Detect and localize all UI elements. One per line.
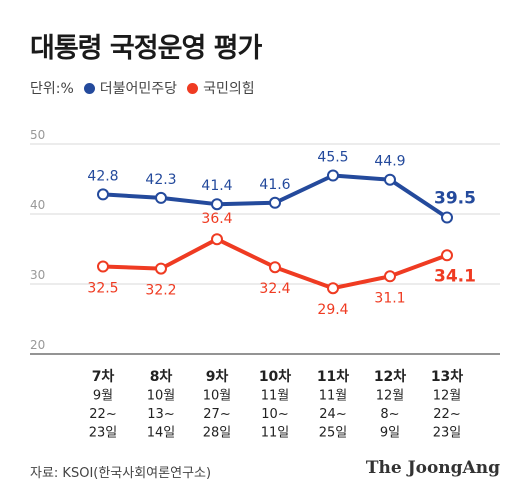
- data-label: 34.1: [434, 266, 476, 286]
- data-label: 41.6: [259, 177, 290, 193]
- x-tick-label: 9일: [380, 426, 400, 441]
- x-tick-label: 8차: [150, 369, 173, 385]
- data-label: 36.4: [201, 211, 232, 227]
- legend: 단위:% 더불어민주당 국민의힘: [30, 78, 255, 98]
- data-label: 29.4: [317, 302, 348, 318]
- x-tick-label: 23일: [433, 426, 462, 441]
- data-point: [327, 169, 339, 182]
- x-tick-label: 27~: [203, 407, 230, 422]
- x-tick-label: 10월: [147, 389, 176, 404]
- data-point: [384, 270, 396, 283]
- publisher-logo: The JoongAng: [365, 458, 500, 478]
- chart-title: 대통령 국정운영 평가: [30, 33, 262, 64]
- x-tick-label: 28일: [203, 426, 232, 441]
- data-label: 32.5: [87, 281, 118, 297]
- x-tick-label: 9월: [93, 389, 113, 404]
- data-point: [155, 262, 167, 275]
- data-point: [384, 173, 396, 186]
- x-tick-label: 12월: [376, 389, 405, 404]
- x-tick-label: 10차: [259, 369, 291, 385]
- x-tick-label: 10~: [261, 407, 288, 422]
- data-point: [269, 196, 281, 209]
- x-tick-label: 11일: [261, 426, 290, 441]
- data-label: 41.4: [201, 178, 232, 194]
- data-point: [97, 188, 109, 201]
- data-point: [211, 198, 223, 211]
- data-point: [155, 191, 167, 204]
- data-point: [97, 260, 109, 273]
- y-tick-label: 50: [30, 128, 45, 142]
- data-label: 32.4: [259, 281, 290, 297]
- x-tick-label: 12차: [374, 369, 406, 385]
- x-tick-label: 13~: [147, 407, 174, 422]
- x-tick-label: 22~: [433, 407, 460, 422]
- y-tick-label: 40: [30, 198, 45, 212]
- data-label: 44.9: [374, 154, 405, 170]
- data-point: [327, 282, 339, 295]
- x-tick-label: 11월: [261, 389, 290, 404]
- data-label: 42.8: [87, 168, 118, 184]
- x-tick-label: 10월: [203, 389, 232, 404]
- unit-label: 단위:%: [30, 81, 74, 97]
- x-tick-label: 8~: [380, 407, 399, 422]
- data-point: [211, 233, 223, 246]
- x-tick-label: 23일: [89, 426, 118, 441]
- x-tick-label: 7차: [92, 369, 115, 385]
- x-tick-label: 25일: [319, 426, 348, 441]
- x-tick-label: 13차: [431, 369, 463, 385]
- data-point: [269, 261, 281, 274]
- x-tick-label: 12월: [433, 389, 462, 404]
- legend-swatch-dem: [83, 82, 95, 94]
- data-label: 45.5: [317, 150, 348, 166]
- x-tick-label: 9차: [206, 369, 229, 385]
- data-label: 39.5: [434, 189, 476, 209]
- x-tick-label: 24~: [319, 407, 346, 422]
- legend-label-dem: 더불어민주당: [99, 81, 178, 97]
- x-tick-label: 14일: [147, 426, 176, 441]
- x-tick-label: 22~: [89, 407, 116, 422]
- x-tick-label: 11월: [319, 389, 348, 404]
- data-point: [441, 249, 453, 262]
- y-tick-label: 20: [30, 338, 45, 352]
- data-label: 31.1: [374, 290, 405, 306]
- legend-swatch-ppp: [187, 82, 199, 94]
- source-note: 자료: KSOI(한국사회여론연구소): [30, 466, 212, 481]
- data-label: 32.2: [145, 283, 176, 299]
- data-label: 42.3: [145, 172, 176, 188]
- legend-label-ppp: 국민의힘: [203, 81, 255, 97]
- y-tick-label: 30: [30, 268, 45, 282]
- x-tick-label: 11차: [317, 369, 349, 385]
- data-point: [441, 211, 453, 224]
